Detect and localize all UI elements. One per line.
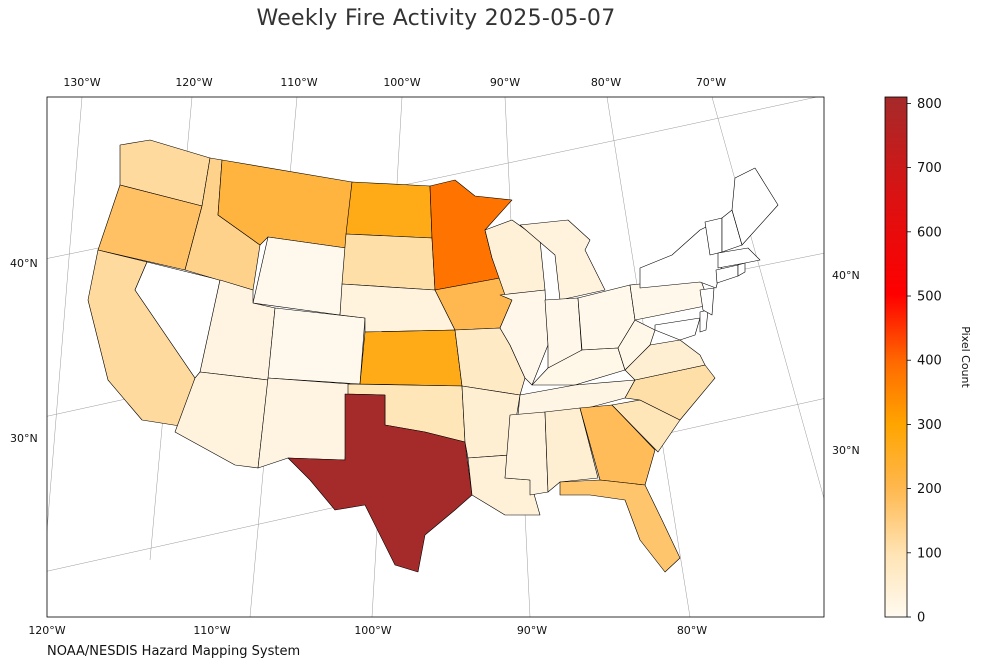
map-title: Weekly Fire Activity 2025-05-07 bbox=[256, 6, 616, 31]
state-south-dakota bbox=[341, 233, 436, 291]
colorbar-ticks: 0 100 200 300 400 500 600 700 800 bbox=[907, 97, 942, 626]
state-georgia bbox=[579, 404, 656, 486]
tick-top-lon: 110°W bbox=[280, 76, 317, 89]
top-lon-ticks: 130°W 120°W 110°W 100°W 90°W 80°W 70°W bbox=[63, 76, 726, 89]
tick-bottom-lon: 90°W bbox=[517, 624, 547, 637]
tick-top-lon: 120°W bbox=[175, 76, 212, 89]
source-credit: NOAA/NESDIS Hazard Mapping System bbox=[47, 644, 301, 659]
tick-bottom-lon: 100°W bbox=[354, 624, 391, 637]
tick-right-lat: 30°N bbox=[832, 444, 860, 457]
tick-top-lon: 90°W bbox=[490, 76, 520, 89]
map-area bbox=[47, 97, 824, 617]
state-maryland bbox=[654, 317, 701, 341]
state-kansas bbox=[359, 329, 463, 387]
state-new-jersey bbox=[699, 287, 715, 316]
tick-top-lon: 130°W bbox=[63, 76, 100, 89]
state-wyoming bbox=[252, 236, 347, 316]
colorbar-tick-label: 800 bbox=[917, 97, 942, 112]
tick-top-lon: 100°W bbox=[383, 76, 420, 89]
state-massachusetts bbox=[717, 247, 761, 269]
state-florida bbox=[559, 479, 681, 573]
tick-left-lat: 40°N bbox=[10, 257, 38, 270]
lat-ticks: 40°N 30°N 40°N 30°N bbox=[10, 257, 860, 457]
colorbar: 0 100 200 300 400 500 600 700 800 Pixel Count bbox=[884, 96, 972, 626]
colorbar-tick-label: 500 bbox=[917, 290, 942, 305]
colorbar-tick-label: 300 bbox=[917, 418, 942, 433]
colorbar-tick-label: 100 bbox=[917, 546, 942, 561]
bottom-lon-ticks: 120°W 110°W 100°W 90°W 80°W bbox=[28, 624, 707, 637]
tick-bottom-lon: 80°W bbox=[677, 624, 707, 637]
colorbar-tick-label: 700 bbox=[917, 161, 942, 176]
colorbar-tick-label: 0 bbox=[917, 611, 925, 626]
states bbox=[87, 139, 779, 573]
state-texas bbox=[287, 393, 473, 573]
state-north-dakota bbox=[345, 181, 433, 239]
state-alabama bbox=[544, 407, 599, 493]
tick-top-lon: 70°W bbox=[696, 76, 726, 89]
colorbar-gradient bbox=[884, 96, 908, 618]
colorbar-tick-label: 400 bbox=[917, 354, 942, 369]
state-michigan bbox=[519, 219, 606, 301]
colorbar-tick-label: 600 bbox=[917, 225, 942, 240]
state-maine bbox=[731, 167, 779, 246]
tick-bottom-lon: 110°W bbox=[193, 624, 230, 637]
map-frame bbox=[46, 96, 825, 618]
state-west-virginia bbox=[617, 319, 656, 371]
state-new-mexico bbox=[257, 377, 351, 469]
tick-bottom-lon: 120°W bbox=[28, 624, 65, 637]
tick-top-lon: 80°W bbox=[591, 76, 621, 89]
colorbar-tick-label: 200 bbox=[917, 482, 942, 497]
tick-right-lat: 40°N bbox=[832, 269, 860, 282]
tick-left-lat: 30°N bbox=[10, 432, 38, 445]
colorbar-label: Pixel Count bbox=[959, 326, 972, 388]
state-colorado bbox=[267, 307, 366, 385]
